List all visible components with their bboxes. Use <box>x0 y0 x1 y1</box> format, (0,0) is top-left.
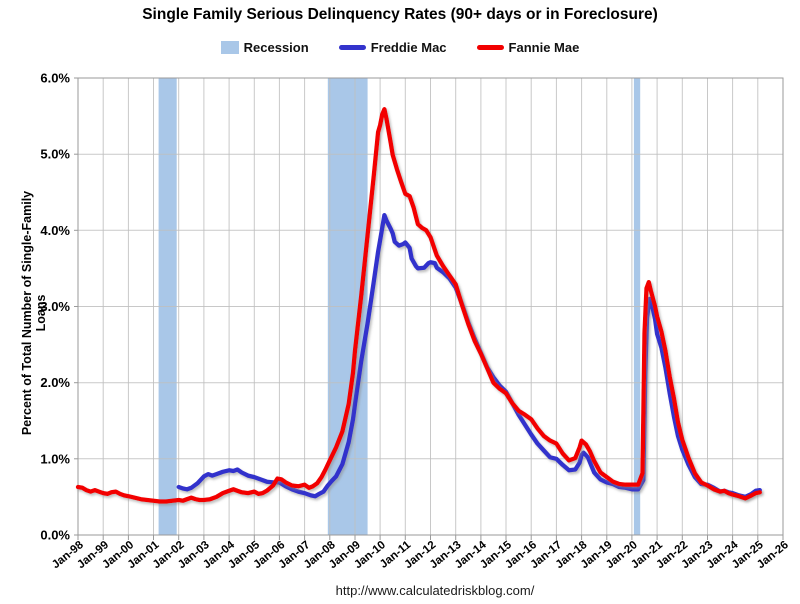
y-tick-label: 3.0% <box>40 299 70 314</box>
fannie-mae-line-swatch-icon <box>476 45 504 50</box>
y-tick-label: 5.0% <box>40 147 70 162</box>
legend-label-recession: Recession <box>243 40 309 55</box>
y-tick-label: 0.0% <box>40 528 70 543</box>
legend: Recession Freddie Mac Fannie Mae <box>0 40 800 55</box>
series-line-freddie-mac <box>176 212 762 500</box>
y-tick-label: 4.0% <box>40 223 70 238</box>
series-line-fannie-mae <box>75 107 762 504</box>
legend-label-freddie-mac: Freddie Mac <box>370 40 447 55</box>
plot-frame <box>77 77 784 536</box>
y-tick-label: 6.0% <box>40 71 70 86</box>
chart-title: Single Family Serious Delinquency Rates … <box>142 6 658 23</box>
recession-swatch-icon <box>220 41 239 54</box>
legend-label-fannie-mae: Fannie Mae <box>508 40 580 55</box>
legend-item-recession: Recession <box>220 40 309 55</box>
footer-url: http://www.calculatedriskblog.com/ <box>335 583 535 598</box>
y-tick-label: 2.0% <box>40 375 70 390</box>
legend-item-fannie-mae: Fannie Mae <box>476 40 580 55</box>
freddie-mac-line-swatch-icon <box>338 45 366 50</box>
legend-item-freddie-mac: Freddie Mac <box>338 40 447 55</box>
y-tick-label: 1.0% <box>40 451 70 466</box>
